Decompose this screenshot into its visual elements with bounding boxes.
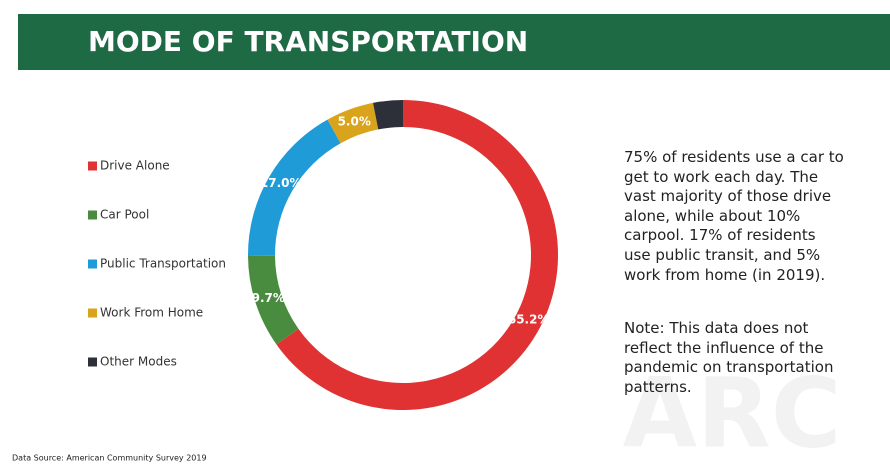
legend-label: Public Transportation — [100, 257, 226, 271]
donut-segment — [372, 100, 403, 130]
data-label: 65.2% — [508, 313, 550, 327]
legend-swatch — [88, 161, 97, 171]
legend-swatch — [88, 308, 97, 318]
legend-swatch — [88, 357, 97, 367]
data-label: 5.0% — [338, 115, 371, 129]
legend-label: Drive Alone — [100, 159, 170, 173]
data-label: 9.7% — [252, 291, 285, 305]
data-label: 17.0% — [260, 176, 302, 190]
legend-swatch — [88, 259, 97, 269]
header-bar — [18, 14, 890, 70]
legend-label: Other Modes — [100, 355, 177, 369]
donut-segment — [248, 255, 299, 345]
paragraph: 75% of residents use a car to get to wor… — [624, 148, 844, 284]
donut-segment — [327, 102, 379, 144]
watermark: ARC — [623, 357, 842, 466]
legend-label: Car Pool — [100, 208, 149, 222]
chart-title: MODE OF TRANSPORTATION — [88, 25, 528, 58]
paragraph: Note: This data does not reflect the inf… — [624, 319, 834, 396]
legend-swatch — [88, 210, 97, 220]
legend-label: Work From Home — [100, 306, 203, 320]
donut-segment — [248, 119, 341, 256]
source: Data Source: American Community Survey 2… — [12, 454, 207, 463]
